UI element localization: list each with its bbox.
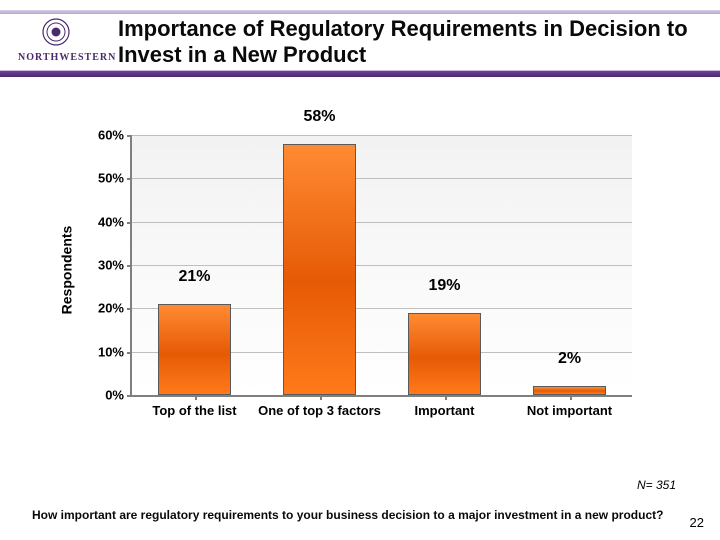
- bar: [283, 144, 356, 395]
- header-divider: [0, 70, 720, 77]
- bar-value-label: 21%: [132, 268, 257, 286]
- x-axis-label: Important: [382, 403, 507, 418]
- header-stripe: [0, 10, 720, 14]
- page-title: Importance of Regulatory Requirements in…: [118, 16, 708, 68]
- grid-line: [132, 178, 632, 179]
- y-tick-label: 30%: [98, 258, 132, 273]
- y-tick-label: 0%: [105, 388, 132, 403]
- bar: [408, 313, 481, 395]
- y-tick-label: 20%: [98, 301, 132, 316]
- survey-question: How important are regulatory requirement…: [32, 508, 663, 522]
- x-axis-label: Top of the list: [132, 403, 257, 418]
- grid-line: [132, 222, 632, 223]
- northwestern-seal-icon: [42, 18, 70, 46]
- y-axis-title: Respondents: [58, 226, 74, 315]
- plot-area: 0%10%20%30%40%50%60%Top of the list21%On…: [130, 135, 632, 397]
- x-axis-label: One of top 3 factors: [257, 403, 382, 418]
- x-tick-mark: [570, 395, 572, 400]
- y-tick-label: 60%: [98, 128, 132, 143]
- bar: [533, 386, 606, 395]
- y-tick-label: 40%: [98, 214, 132, 229]
- bar-value-label: 58%: [257, 108, 382, 126]
- grid-line: [132, 135, 632, 136]
- bar-value-label: 19%: [382, 277, 507, 295]
- header: NORTHWESTERN Importance of Regulatory Re…: [0, 8, 720, 72]
- n-note: N= 351: [637, 478, 676, 492]
- y-tick-label: 50%: [98, 171, 132, 186]
- logo-wordmark: NORTHWESTERN: [18, 52, 116, 63]
- grid-line: [132, 265, 632, 266]
- x-tick-mark: [195, 395, 197, 400]
- y-tick-label: 10%: [98, 344, 132, 359]
- x-tick-mark: [320, 395, 322, 400]
- x-axis-label: Not important: [507, 403, 632, 418]
- x-tick-mark: [445, 395, 447, 400]
- bar-value-label: 2%: [507, 350, 632, 368]
- bar: [158, 304, 231, 395]
- page-number: 22: [690, 515, 704, 530]
- bar-chart: Respondents 0%10%20%30%40%50%60%Top of t…: [60, 105, 660, 435]
- slide: NORTHWESTERN Importance of Regulatory Re…: [0, 0, 720, 540]
